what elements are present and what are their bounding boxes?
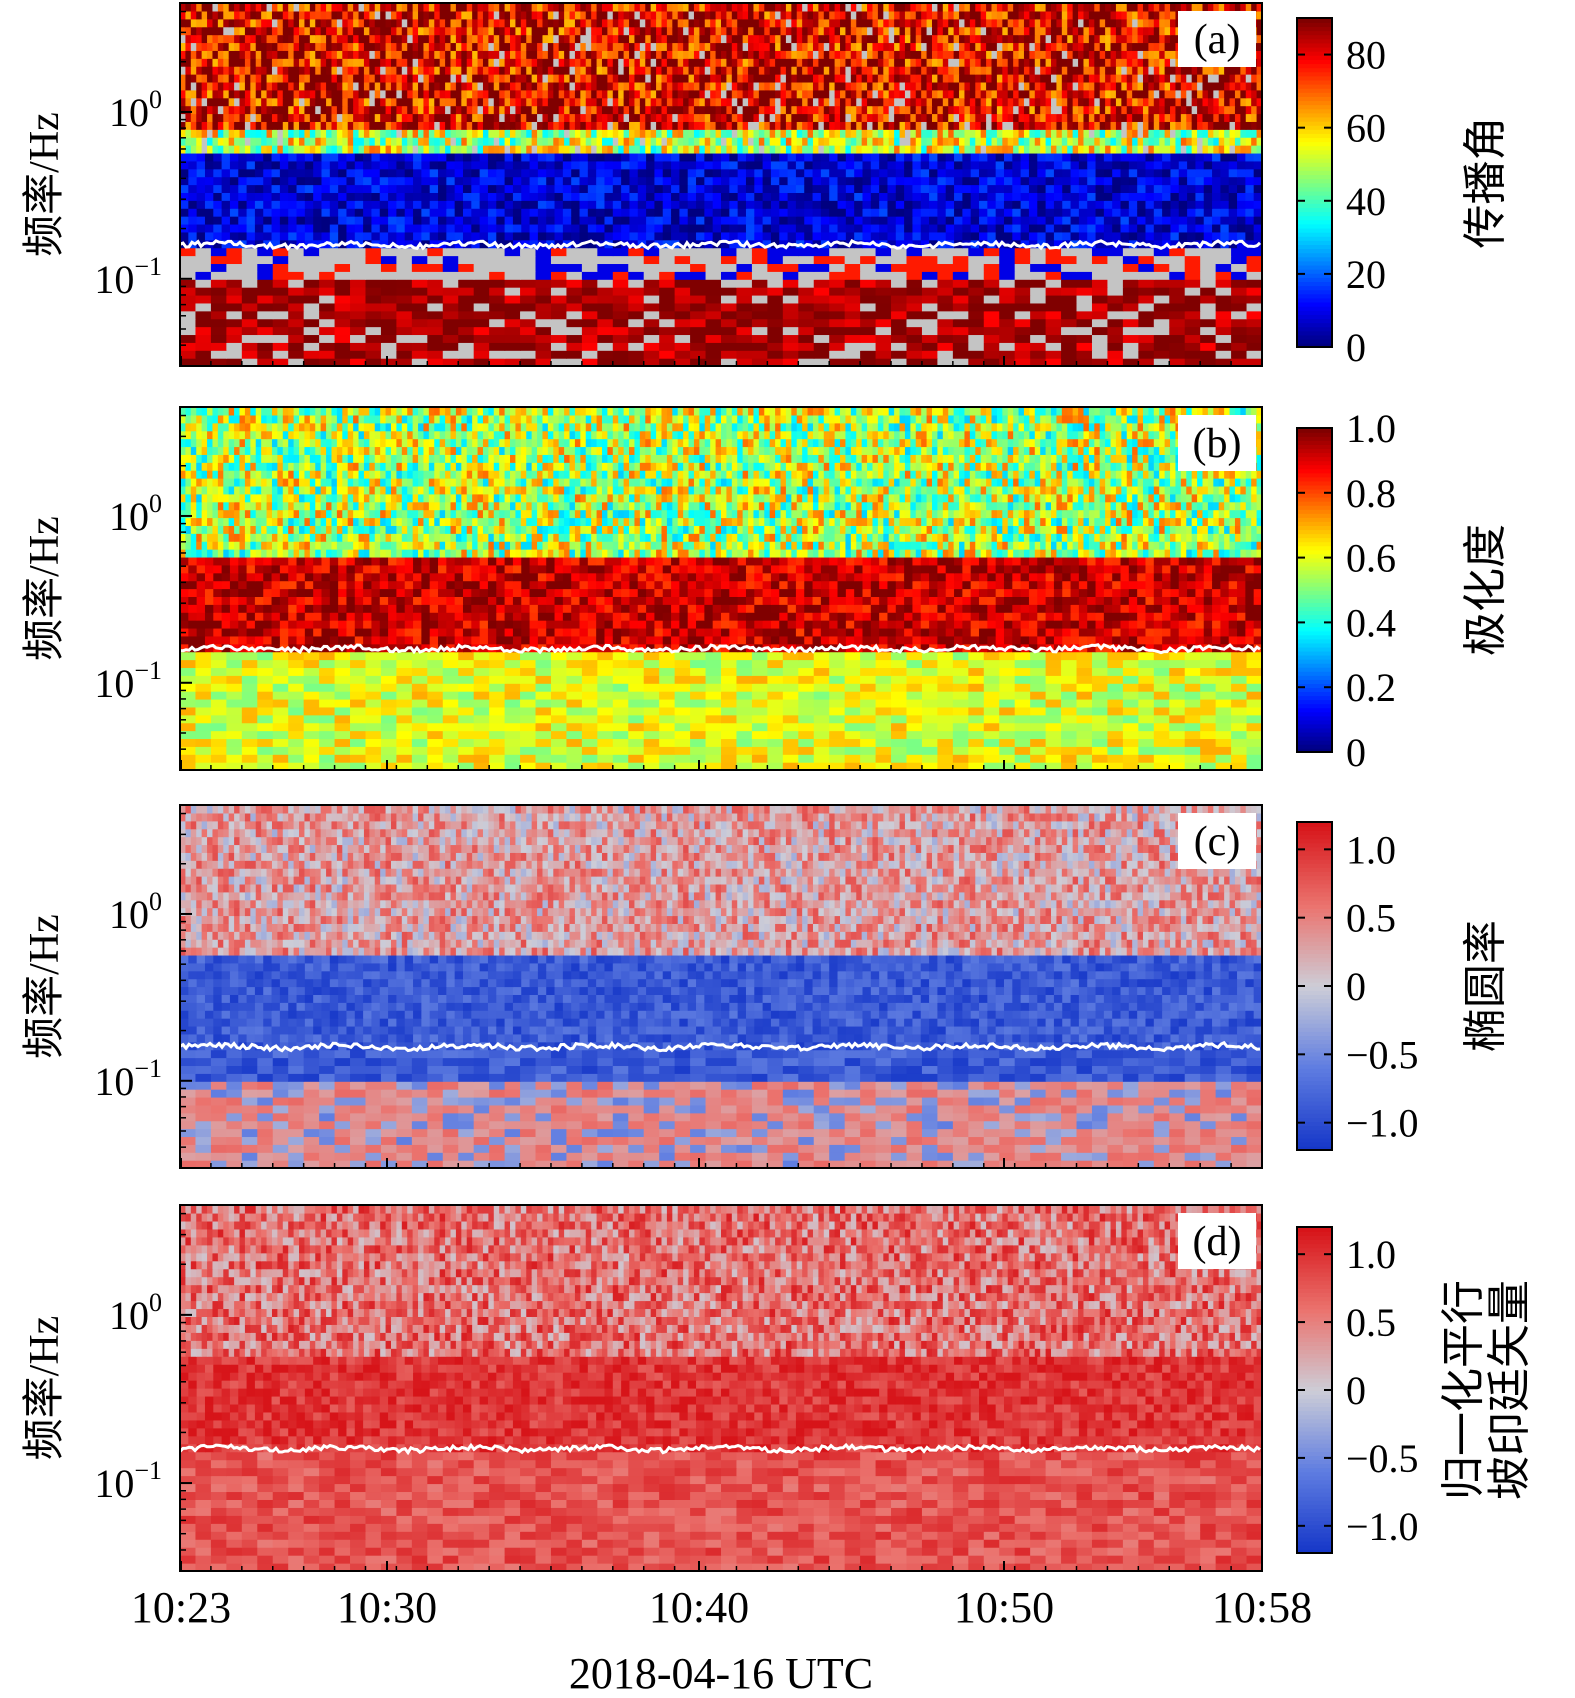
colorbar-tick-label: −0.5	[1346, 1032, 1419, 1077]
reference-line	[180, 239, 1262, 252]
panel-letter: (a)	[1194, 17, 1241, 63]
colorbar-label: 归一化平行	[1439, 1280, 1488, 1500]
x-axis-label: 2018-04-16 UTC	[569, 1649, 873, 1698]
colorbar-tick-label: 60	[1346, 106, 1386, 151]
colorbar-tick-label: 20	[1346, 252, 1386, 297]
panel-a: 100 10−1 频率/Hz (a) 0 20 40 60 80 传播角	[21, 2, 1510, 370]
panel-letter: (d)	[1193, 1219, 1242, 1265]
colorbar-tick-label: 0.5	[1346, 1300, 1396, 1345]
panel-letter-box	[1178, 1213, 1256, 1269]
colorbar-label: 坡印廷矢量	[1485, 1280, 1534, 1500]
colorbar-tick-label: 0.2	[1346, 665, 1396, 710]
colorbar: 0 20 40 60 80 传播角	[1296, 17, 1510, 370]
panel-letter-box	[1178, 11, 1256, 67]
colorbar-tick-label: −1.0	[1346, 1101, 1419, 1146]
colorbar-tick-label: 0.4	[1346, 600, 1396, 645]
colorbar: −1.0 −0.5 0 0.5 1.0 椭圆率	[1296, 821, 1510, 1151]
heatmap-cells	[180, 407, 1262, 770]
y-tick-label: 10−1	[94, 252, 162, 302]
reference-line	[180, 1040, 1261, 1053]
colorbar-tick-label: 0.5	[1346, 896, 1396, 941]
y-tick-label: 10−1	[94, 656, 162, 706]
panel-frame	[179, 406, 1263, 771]
colorbar-tick-label: 1.0	[1346, 406, 1396, 451]
y-axis-label: 频率/Hz	[21, 112, 68, 257]
x-tick-label: 10:58	[1212, 1583, 1312, 1632]
panel-frame	[179, 1204, 1263, 1572]
y-tick-label: 100	[109, 1288, 162, 1338]
reference-line	[180, 1442, 1261, 1456]
y-tick-label: 100	[109, 887, 162, 937]
y-axis-label: 频率/Hz	[21, 516, 68, 661]
colorbar-tick-label: −1.0	[1346, 1504, 1419, 1549]
colorbar-tick-label: 40	[1346, 179, 1386, 224]
panel-letter: (b)	[1193, 421, 1242, 467]
colorbar-tick-label: 0.8	[1346, 471, 1396, 516]
heatmap-cells	[180, 3, 1262, 366]
colorbar-tick-label: 0	[1346, 1368, 1366, 1413]
y-tick-label: 10−1	[94, 1456, 162, 1506]
colorbar-label: 椭圆率	[1461, 920, 1510, 1052]
x-tick-label: 10:23	[131, 1583, 231, 1632]
y-tick-label: 10−1	[94, 1054, 162, 1104]
colorbar-label: 传播角	[1461, 117, 1510, 249]
panel-b: 100 10−1 频率/Hz (b) 0 0.2 0.4 0.6 0.8 1.0 极化度	[21, 406, 1510, 775]
colorbar-tick-label: 1.0	[1346, 827, 1396, 872]
panel-letter-box	[1178, 415, 1256, 471]
colorbar-tick-label: −0.5	[1346, 1436, 1419, 1481]
y-tick-label: 100	[109, 489, 162, 539]
y-axis-label: 频率/Hz	[21, 914, 68, 1059]
panel-c: 100 10−1 频率/Hz (c) −1.0 −0.5 0 0.5 1.0 椭圆率	[21, 804, 1510, 1169]
colorbar-tick-label: 1.0	[1346, 1232, 1396, 1277]
reference-line	[180, 642, 1261, 655]
heatmap-cells	[180, 805, 1262, 1168]
heatmap-cells	[180, 1205, 1262, 1571]
y-axis-label: 频率/Hz	[21, 1316, 68, 1461]
x-tick-label: 10:30	[337, 1583, 437, 1632]
panel-frame	[179, 804, 1263, 1169]
panel-letter: (c)	[1194, 819, 1241, 865]
colorbar-tick-label: 0	[1346, 325, 1366, 370]
y-tick-label: 100	[109, 85, 162, 135]
colorbar: 0 0.2 0.4 0.6 0.8 1.0 极化度	[1296, 406, 1510, 775]
x-tick-label: 10:40	[649, 1583, 749, 1632]
colorbar-tick-label: 0.6	[1346, 536, 1396, 581]
panel-letter-box	[1178, 813, 1256, 869]
colorbar-label: 极化度	[1461, 524, 1510, 656]
panel-frame	[179, 2, 1263, 367]
colorbar-tick-label: 0	[1346, 730, 1366, 775]
colorbar-tick-label: 80	[1346, 33, 1386, 78]
colorbar-tick-label: 0	[1346, 964, 1366, 1009]
x-tick-label: 10:50	[954, 1583, 1054, 1632]
